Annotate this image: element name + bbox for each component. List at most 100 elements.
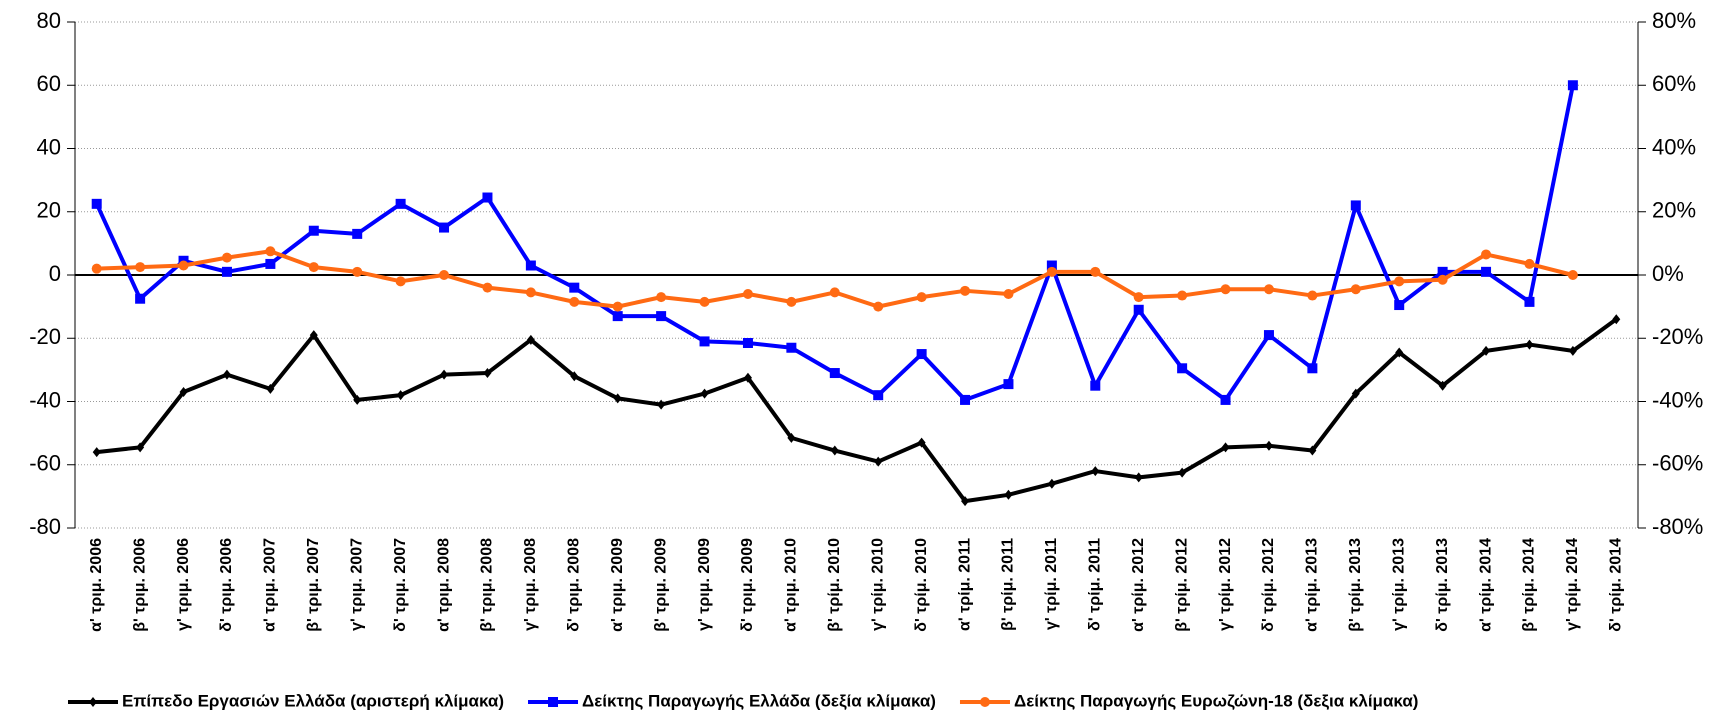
legend-marker — [548, 697, 559, 707]
point — [1047, 478, 1056, 489]
x-tick-label: δ' τρίμ. 2014 — [1608, 538, 1625, 632]
point — [1524, 258, 1535, 269]
point — [1178, 467, 1187, 478]
point — [91, 263, 102, 274]
point — [1220, 394, 1231, 405]
point — [1003, 288, 1014, 299]
point — [308, 225, 319, 236]
point — [1481, 266, 1492, 277]
x-tick-label: δ' τριμ. 2006 — [218, 538, 235, 632]
x-tick-label: δ' τρίμ. 2012 — [1260, 538, 1277, 632]
point — [569, 296, 580, 307]
point — [1134, 472, 1143, 483]
x-tick-label: δ' τριμ. 2009 — [739, 538, 756, 632]
point — [570, 371, 579, 382]
point — [1524, 296, 1535, 307]
point — [396, 390, 405, 401]
point — [569, 282, 580, 293]
point — [786, 342, 797, 353]
legend-label: Επίπεδο Εργασιών Ελλάδα (αριστερή κλίμακ… — [122, 691, 504, 710]
y2-tick-label: 20% — [1652, 198, 1696, 223]
point — [700, 388, 709, 399]
point — [1351, 388, 1360, 399]
point — [1090, 266, 1101, 277]
x-tick-label: β' τρίμ. 2014 — [1521, 538, 1538, 632]
point — [482, 192, 493, 203]
point — [656, 292, 667, 303]
legend-marker — [89, 697, 97, 707]
point — [265, 246, 276, 257]
point — [743, 372, 752, 383]
x-tick-label: β' τρίμ. 2012 — [1173, 538, 1190, 632]
point — [699, 296, 710, 307]
x-tick-label: β' τριμ. 2007 — [305, 538, 322, 632]
point — [1438, 380, 1447, 391]
point — [1046, 260, 1057, 271]
y-tick-label: 40 — [37, 134, 61, 159]
point — [1220, 284, 1231, 295]
x-tick-label: α' τριμ. 2008 — [435, 538, 452, 632]
y-tick-label: 20 — [37, 198, 61, 223]
point — [657, 399, 666, 410]
x-tick-label: γ' τριμ. 2008 — [522, 538, 539, 631]
point — [1394, 276, 1405, 287]
point — [873, 390, 884, 401]
x-tick-label: δ' τριμ. 2008 — [566, 538, 583, 632]
point — [136, 442, 145, 453]
y2-tick-label: -40% — [1652, 387, 1703, 412]
x-tick-label: γ' τρίμ. 2011 — [1043, 538, 1060, 630]
x-tick-label: β' τρίμ. 2010 — [826, 538, 843, 632]
point — [265, 258, 276, 269]
point — [221, 252, 232, 263]
point — [1482, 345, 1491, 356]
point — [830, 445, 839, 456]
y2-tick-label: -60% — [1652, 451, 1703, 476]
point — [222, 369, 231, 380]
point — [1394, 300, 1405, 311]
point — [525, 260, 536, 271]
y-tick-label: 0 — [49, 261, 61, 286]
point — [656, 311, 667, 322]
point — [699, 336, 710, 347]
point — [1437, 266, 1448, 277]
point — [352, 266, 363, 277]
point — [395, 198, 406, 209]
point — [1307, 363, 1318, 374]
point — [92, 447, 101, 458]
point — [829, 368, 840, 379]
point — [482, 282, 493, 293]
point — [960, 394, 971, 405]
point — [1263, 330, 1274, 341]
x-tick-label: γ' τριμ. 2006 — [175, 538, 192, 631]
point — [526, 334, 535, 345]
legend-label: Δείκτης Παραγωγής Ευρωζώνη-18 (δεξια κλί… — [1014, 691, 1418, 710]
point — [787, 432, 796, 443]
point — [1264, 440, 1273, 451]
point — [742, 288, 753, 299]
point — [1481, 249, 1492, 260]
y2-tick-label: 40% — [1652, 134, 1696, 159]
point — [960, 285, 971, 296]
point — [1308, 445, 1317, 456]
point — [1090, 380, 1101, 391]
y2-tick-label: 60% — [1652, 71, 1696, 96]
x-tick-label: δ' τρίμ. 2013 — [1434, 538, 1451, 632]
x-tick-label: β' τριμ. 2008 — [479, 538, 496, 632]
y-tick-label: 80 — [37, 8, 61, 33]
x-tick-label: α' τρίμ. 2012 — [1130, 538, 1147, 632]
point — [1350, 200, 1361, 211]
x-tick-label: β' τριμ. 2006 — [131, 538, 148, 632]
point — [786, 296, 797, 307]
x-tick-label: δ' τρίμ. 2010 — [913, 538, 930, 632]
y2-tick-label: -80% — [1652, 514, 1703, 539]
point — [483, 368, 492, 379]
point — [1263, 284, 1274, 295]
x-tick-label: β' τριμ. 2009 — [652, 538, 669, 632]
point — [1133, 292, 1144, 303]
point — [525, 287, 536, 298]
point — [1003, 379, 1014, 390]
point — [612, 311, 623, 322]
point — [1177, 290, 1188, 301]
point — [1307, 290, 1318, 301]
point — [135, 293, 146, 304]
